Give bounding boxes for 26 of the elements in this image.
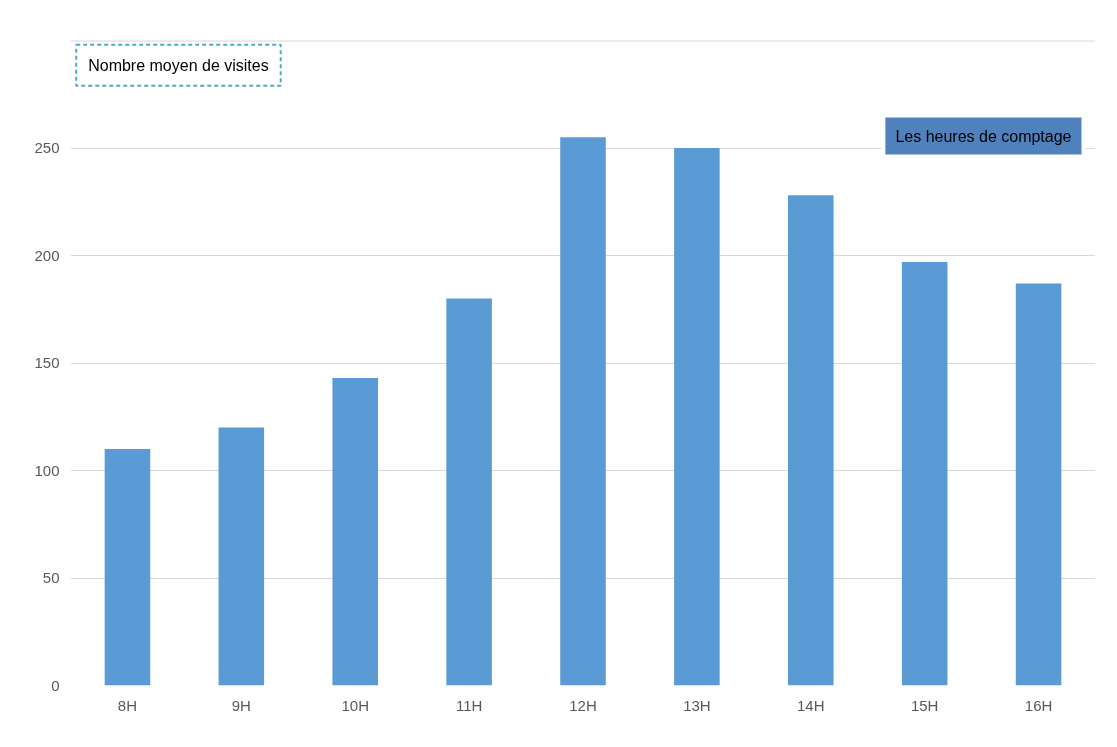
y-tick-label: 150 [34,354,60,371]
x-tick-label: 13H [683,696,711,714]
x-tick-label: 10H [341,696,369,714]
bar [104,449,151,686]
y-tick-label: 100 [34,461,60,479]
bar [332,378,378,686]
bar [901,261,948,686]
x-tick-label: 11H [455,696,483,714]
x-tick-label: 15H [910,696,939,714]
bar [218,427,265,686]
bar [1015,283,1062,686]
x-tick-label: 8H [117,696,138,714]
x-tick-label: 9H [231,696,251,714]
y-tick-label: 250 [34,139,60,156]
y-tick-label: 0 [51,676,60,694]
bar [788,195,834,686]
y-tick-label: 50 [42,569,60,586]
x-axis-title: Les heures de comptage [895,127,1072,145]
y-axis-title: Nombre moyen de visites [88,56,269,74]
bar [446,298,492,686]
x-tick-label: 16H [1024,696,1053,714]
bar [674,148,720,686]
bar [560,137,606,686]
x-tick-label: 12H [569,696,597,714]
y-tick-label: 200 [34,246,60,264]
x-tick-label: 14H [797,696,825,714]
